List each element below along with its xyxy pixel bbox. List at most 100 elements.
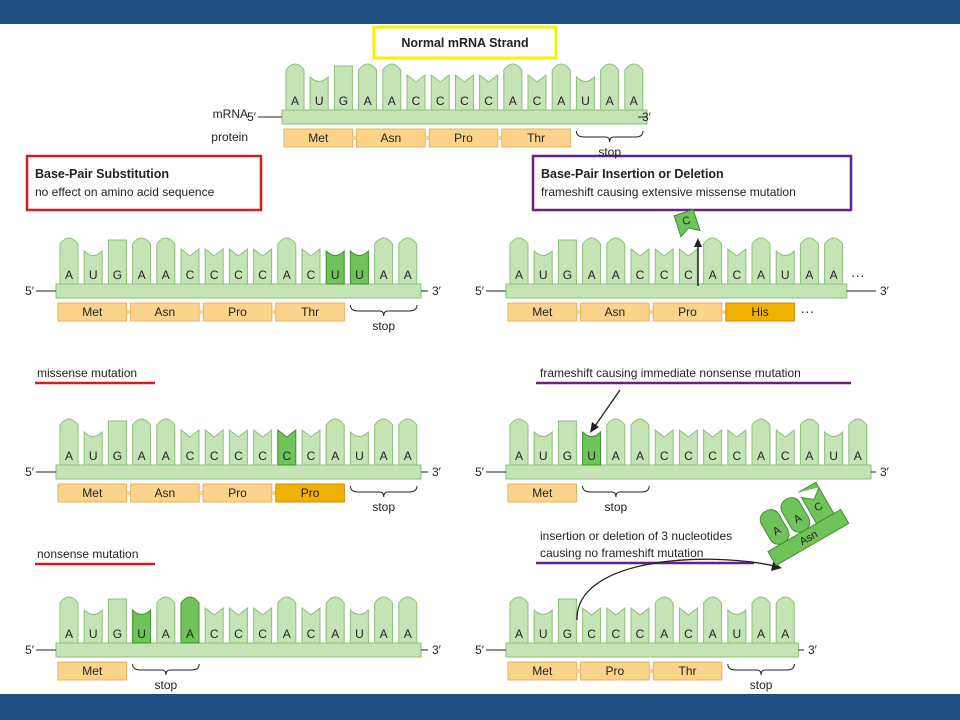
nucleotide-letter: A	[709, 268, 717, 282]
stop-bracket	[575, 130, 644, 143]
insertion-title-box: Base-Pair Insertion or Deletion frameshi…	[531, 154, 853, 212]
nucleotide-letter: A	[331, 449, 339, 463]
nucleotide-letter: A	[380, 268, 388, 282]
nucleotide-letter: A	[757, 627, 765, 641]
three-prime-label: 3′	[808, 643, 818, 657]
insertion-pointer-arrow	[590, 389, 621, 433]
nucleotide-letter: A	[557, 94, 565, 108]
nucleotide-letter: G	[113, 449, 122, 463]
nucleotide-letter: C	[210, 268, 219, 282]
substitution-title: Base-Pair Substitution	[35, 167, 169, 181]
five-prime-label: 5′	[475, 643, 485, 657]
amino-acid-label: Met	[532, 305, 553, 319]
nucleotide-G	[107, 598, 127, 644]
nucleotide-letter: U	[539, 627, 548, 641]
nucleotide-letter: C	[636, 627, 645, 641]
nucleotide-U	[575, 75, 595, 111]
nucleotide-A	[180, 596, 200, 644]
nucleotide-A	[751, 237, 771, 285]
nucleotide-letter: A	[757, 449, 765, 463]
nucleotide-letter: U	[587, 449, 596, 463]
three-prime-label: 3′	[880, 284, 890, 298]
nucleotide-letter: G	[113, 268, 122, 282]
nucleotide-A	[799, 418, 819, 466]
amino-acid-label: Pro	[228, 305, 247, 319]
nucleotide-letter: U	[137, 627, 146, 641]
nucleotide-C	[180, 428, 200, 466]
strand-substitution-silent: 5′ 3′ A U G A A C C C C A C U U A A Met Asn Pro Thr stop	[25, 237, 442, 333]
nucleotide-C	[727, 247, 747, 285]
nucleotide-letter: A	[65, 268, 73, 282]
amino-acid-label: Asn	[155, 305, 176, 319]
nucleotide-letter: A	[805, 268, 813, 282]
nucleotide-letter: A	[636, 449, 644, 463]
nucleotide-letter: C	[258, 449, 267, 463]
nucleotide-A	[382, 63, 402, 111]
nucleotide-A	[59, 237, 79, 285]
amino-acid-block	[275, 483, 345, 503]
nucleotide-letter: C	[210, 449, 219, 463]
nucleotide-A	[503, 63, 523, 111]
nucleotide-C	[277, 428, 297, 466]
amino-acid-label: Met	[532, 486, 553, 500]
nucleotide-G	[557, 598, 577, 644]
stop-bracket	[727, 663, 795, 676]
nucleotide-letter: U	[89, 268, 98, 282]
nucleotide-U	[727, 608, 747, 644]
mrna-row-label: mRNA	[213, 107, 248, 121]
strand-frameshift-nonsense: 5′ 3′ A U G U A A C C C C A C A U A Met stop	[475, 418, 890, 514]
mrna-backbone	[55, 283, 422, 299]
nucleotide-letter: C	[307, 627, 316, 641]
nucleotide-A	[703, 596, 723, 644]
nucleotide-A	[132, 418, 152, 466]
nucleotide-letter: A	[757, 268, 765, 282]
nucleotide-letter: C	[611, 627, 620, 641]
amino-acid-label: Met	[82, 486, 103, 500]
nucleotide-U	[533, 249, 553, 285]
nucleotide-letter: A	[404, 268, 412, 282]
frameshift-nonsense-label-group: frameshift causing immediate nonsense mu…	[536, 366, 851, 385]
nucleotide-letter: C	[460, 94, 469, 108]
nucleotide-A	[59, 596, 79, 644]
nucleotide-letter: A	[380, 449, 388, 463]
insertion-subtitle: frameshift causing extensive missense mu…	[541, 185, 796, 199]
nucleotide-letter: C	[307, 449, 316, 463]
stop-label: stop	[598, 145, 621, 159]
amino-acid-block	[57, 661, 128, 681]
nucleotide-letter: A	[138, 449, 146, 463]
nucleotide-letter: A	[612, 449, 620, 463]
nucleotide-letter: A	[830, 268, 838, 282]
nucleotide-C	[606, 606, 626, 644]
stop-bracket	[349, 304, 418, 317]
nucleotide-letter: A	[509, 94, 517, 108]
bottom-frame-bar	[0, 694, 960, 720]
amino-acid-label: Pro	[228, 486, 247, 500]
nucleotide-C	[253, 428, 273, 466]
nucleotide-letter: C	[186, 268, 195, 282]
nucleotide-letter: A	[65, 627, 73, 641]
nucleotide-C	[454, 73, 474, 111]
normal-title: Normal mRNA Strand	[401, 36, 528, 50]
amino-acid-label: Asn	[381, 131, 402, 145]
mrna-backbone	[281, 109, 648, 125]
five-prime-label: 5′	[25, 284, 35, 298]
stop-label: stop	[605, 500, 628, 514]
missense-label: missense mutation	[37, 366, 137, 380]
nucleotide-letter: A	[291, 94, 299, 108]
nucleotide-U	[83, 249, 103, 285]
nucleotide-C	[406, 73, 426, 111]
nucleotide-letter: A	[515, 627, 523, 641]
nucleotide-C	[253, 606, 273, 644]
five-prime-label: 5′	[247, 110, 257, 124]
amino-acid-label: Met	[532, 664, 553, 678]
substitution-subtitle: no effect on amino acid sequence	[35, 185, 215, 199]
amino-acid-label: Thr	[679, 664, 697, 678]
amino-acid-block	[725, 302, 795, 322]
nucleotide-A	[374, 596, 394, 644]
nucleotide-letter: C	[684, 627, 693, 641]
nucleotide-letter: C	[234, 268, 243, 282]
nucleotide-C	[228, 247, 248, 285]
nucleotide-A	[358, 63, 378, 111]
nucleotide-letter: U	[581, 94, 590, 108]
nucleotide-letter: G	[563, 449, 572, 463]
